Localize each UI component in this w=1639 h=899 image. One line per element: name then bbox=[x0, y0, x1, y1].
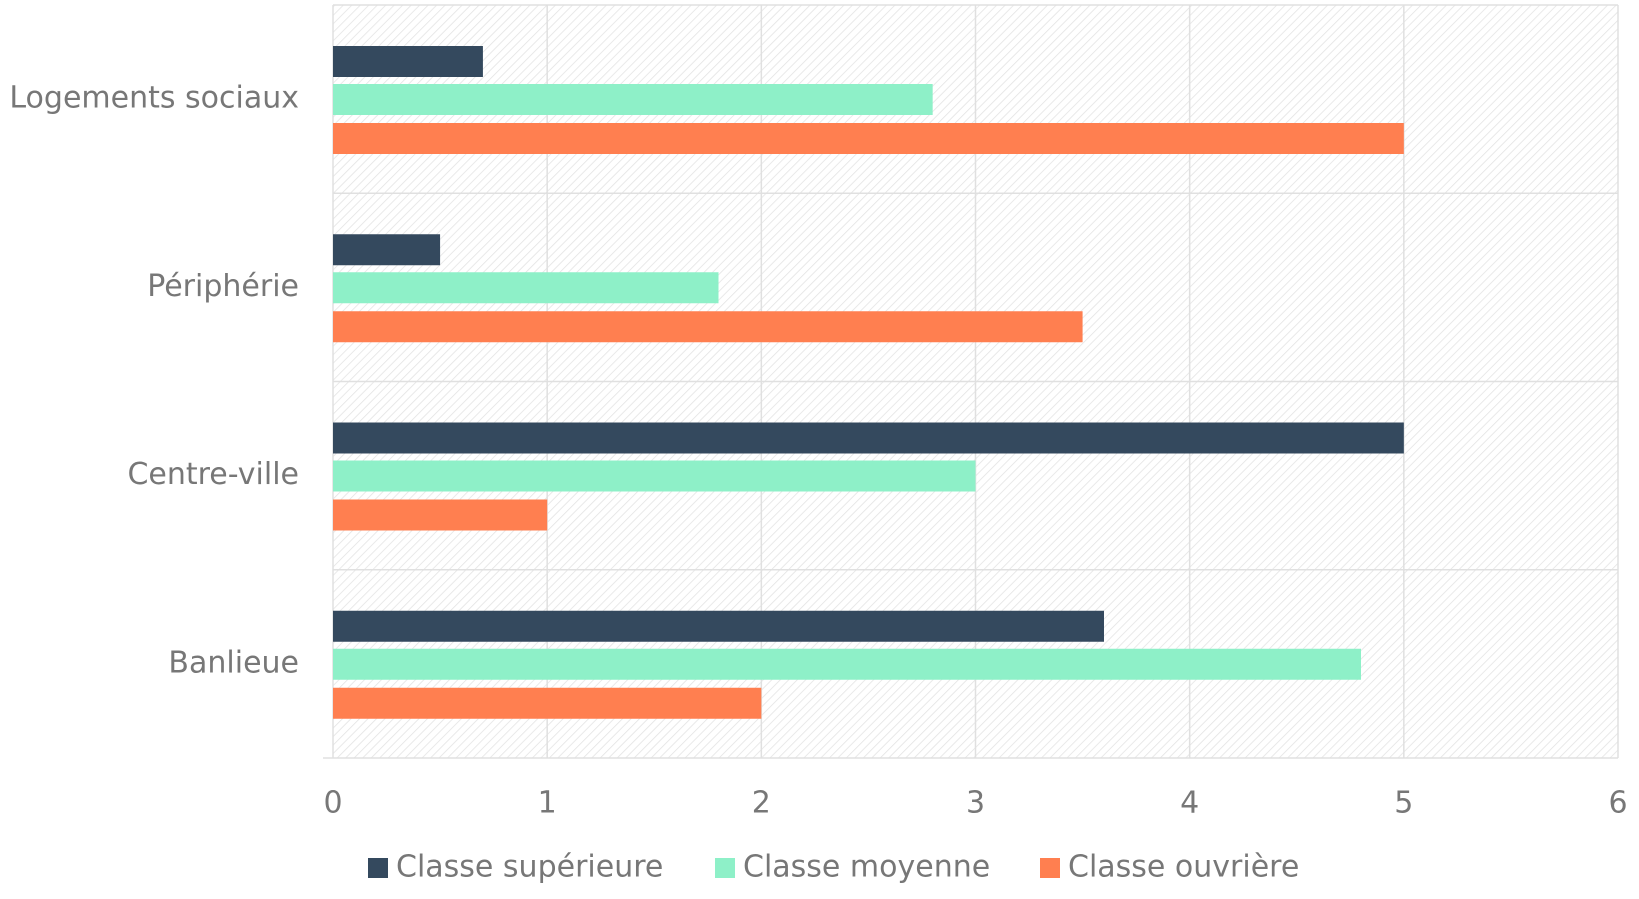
bar bbox=[333, 422, 1404, 454]
legend-swatch bbox=[1040, 858, 1060, 878]
bar bbox=[333, 84, 933, 115]
y-tick-label: Périphérie bbox=[147, 269, 299, 304]
x-tick-label: 2 bbox=[752, 786, 771, 821]
x-tick-label: 1 bbox=[538, 786, 557, 821]
bar bbox=[333, 234, 441, 266]
x-tick-label: 3 bbox=[966, 786, 985, 821]
legend-swatch bbox=[715, 858, 735, 878]
x-tick-label: 0 bbox=[323, 786, 342, 821]
bar bbox=[333, 311, 1083, 343]
y-tick-label: Centre-ville bbox=[127, 457, 299, 492]
x-tick-label: 6 bbox=[1608, 786, 1627, 821]
bar bbox=[333, 272, 719, 304]
y-tick-label: Logements sociaux bbox=[9, 81, 299, 116]
bar bbox=[333, 46, 483, 77]
bar bbox=[333, 687, 762, 719]
y-tick-label: Banlieue bbox=[168, 645, 299, 680]
legend-swatch bbox=[368, 858, 388, 878]
bar bbox=[333, 499, 548, 531]
bar bbox=[333, 648, 1361, 680]
x-tick-label: 5 bbox=[1394, 786, 1413, 821]
x-tick-label: 4 bbox=[1180, 786, 1199, 821]
bar bbox=[333, 460, 976, 492]
bar bbox=[333, 123, 1404, 154]
bar bbox=[333, 610, 1104, 642]
legend-label: Classe moyenne bbox=[743, 850, 990, 885]
legend-label: Classe ouvrière bbox=[1068, 850, 1299, 885]
legend-label: Classe supérieure bbox=[396, 850, 663, 885]
